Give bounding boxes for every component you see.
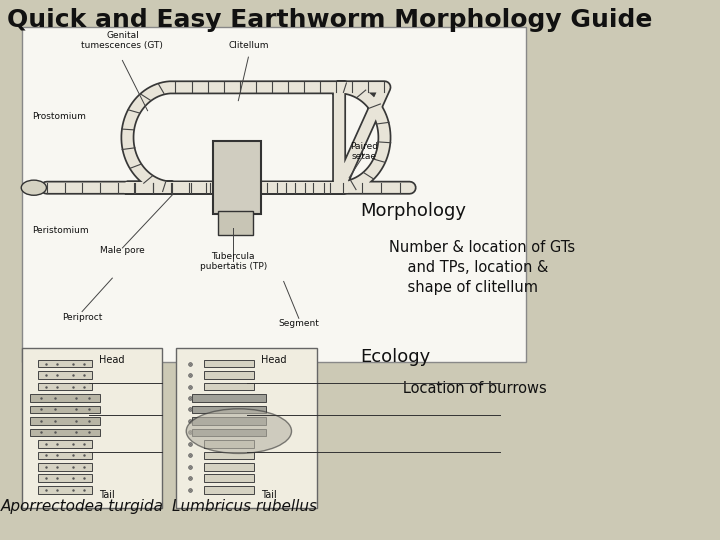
Text: Head: Head <box>99 355 125 365</box>
Bar <box>204 451 253 459</box>
Bar <box>38 360 92 367</box>
Text: Quick and Easy Earthworm Morphology Guide: Quick and Easy Earthworm Morphology Guid… <box>7 8 652 32</box>
Text: Periproct: Periproct <box>62 313 102 322</box>
Bar <box>38 486 92 494</box>
Bar <box>204 463 253 471</box>
Bar <box>38 475 92 482</box>
Text: Lumbricus rubellus: Lumbricus rubellus <box>172 499 318 514</box>
Text: Head: Head <box>261 355 286 365</box>
Bar <box>204 440 253 448</box>
Ellipse shape <box>186 409 292 454</box>
Bar <box>38 440 92 448</box>
Bar <box>204 475 253 482</box>
Text: Ecology: Ecology <box>360 348 431 366</box>
Text: Tubercula
pubertatis (TP): Tubercula pubertatis (TP) <box>199 252 267 272</box>
Text: Paired
setae: Paired setae <box>351 141 378 161</box>
Text: Aporrectodea turgida: Aporrectodea turgida <box>1 499 164 514</box>
Bar <box>192 394 266 402</box>
Bar <box>204 371 253 379</box>
Bar <box>38 463 92 471</box>
Bar <box>38 383 92 390</box>
Bar <box>218 211 253 234</box>
Bar <box>176 348 317 508</box>
Bar <box>192 417 266 425</box>
Bar <box>192 406 266 413</box>
Bar <box>30 429 100 436</box>
Text: Genital
tumescences (GT): Genital tumescences (GT) <box>81 31 163 50</box>
Bar <box>192 429 266 436</box>
Text: Prostomium: Prostomium <box>32 112 86 121</box>
Text: Location of burrows: Location of burrows <box>389 381 546 396</box>
Bar <box>204 360 253 367</box>
Bar <box>204 486 253 494</box>
Bar <box>22 348 162 508</box>
Bar <box>30 417 100 425</box>
Text: Morphology: Morphology <box>360 202 466 220</box>
Bar <box>30 394 100 402</box>
Text: Clitellum: Clitellum <box>228 42 269 50</box>
Text: Peristomium: Peristomium <box>32 226 89 234</box>
Bar <box>22 27 526 362</box>
Text: Male pore: Male pore <box>100 246 145 255</box>
Bar <box>38 371 92 379</box>
Text: Number & location of GTs
    and TPs, location &
    shape of clitellum: Number & location of GTs and TPs, locati… <box>389 240 575 295</box>
Text: Tail: Tail <box>261 490 276 500</box>
Bar <box>30 406 100 413</box>
Bar <box>38 451 92 459</box>
Bar <box>213 141 261 214</box>
Bar <box>204 383 253 390</box>
Ellipse shape <box>22 180 47 195</box>
Text: Segment: Segment <box>279 319 319 328</box>
Text: Tail: Tail <box>99 490 114 500</box>
